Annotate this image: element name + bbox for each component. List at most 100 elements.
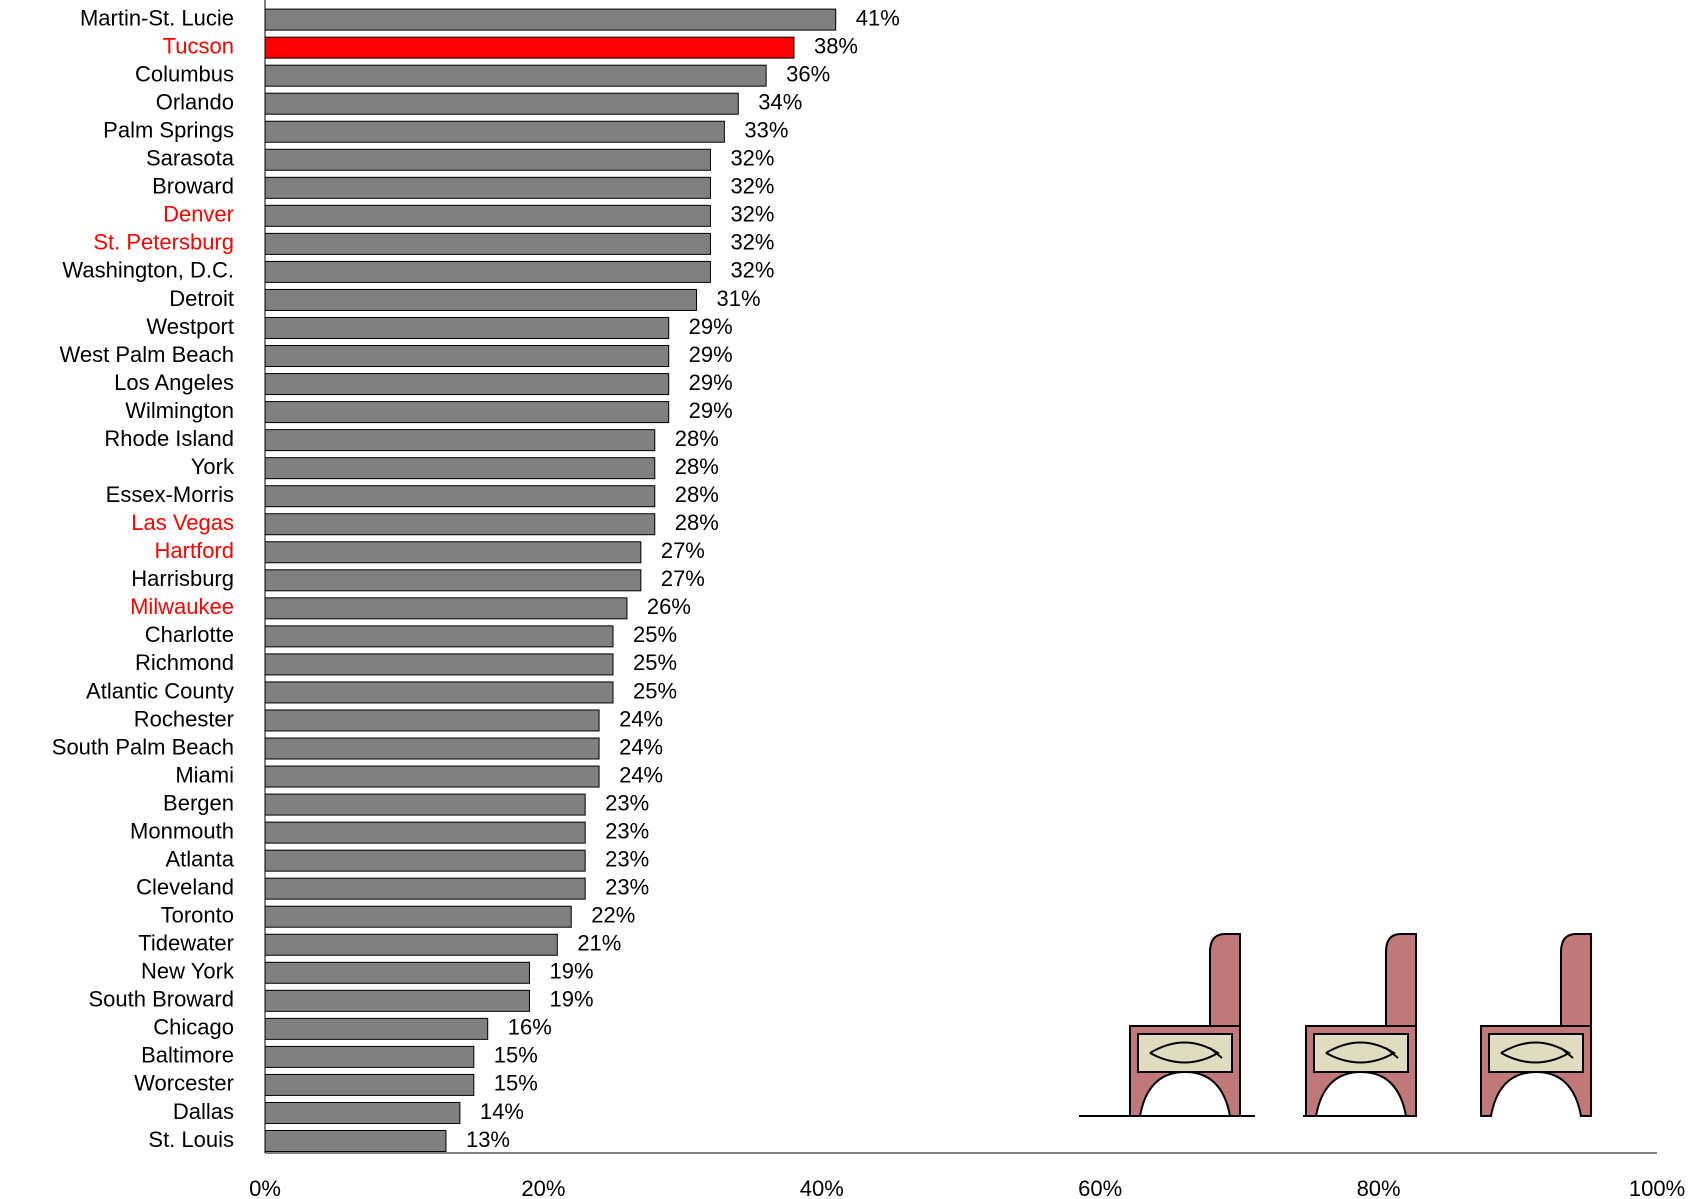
y-tick-label: Las Vegas: [131, 510, 234, 535]
value-label: 32%: [730, 146, 774, 171]
value-label: 19%: [549, 959, 593, 984]
value-label: 34%: [758, 90, 802, 115]
value-label: 29%: [689, 370, 733, 395]
y-tick-label: Los Angeles: [114, 370, 234, 395]
bench-illustration: [1079, 933, 1592, 1117]
bar: [264, 681, 614, 704]
y-tick-label: Sarasota: [146, 146, 235, 171]
bar: [264, 933, 558, 956]
y-tick-label: Bergen: [163, 790, 234, 815]
value-label: 22%: [591, 903, 635, 928]
y-tick-label: St. Petersburg: [93, 230, 234, 255]
value-label: 25%: [633, 622, 677, 647]
y-tick-label: Broward: [152, 174, 234, 199]
y-tick-label: Rhode Island: [104, 426, 234, 451]
bar: [264, 36, 795, 59]
value-label: 29%: [689, 398, 733, 423]
bar: [264, 148, 711, 171]
value-label: 15%: [494, 1071, 538, 1096]
value-label: 31%: [717, 286, 761, 311]
y-tick-label: Worcester: [134, 1071, 234, 1096]
bench: [1129, 933, 1241, 1117]
bar: [264, 905, 572, 928]
bar: [264, 120, 725, 143]
value-label: 28%: [675, 426, 719, 451]
y-tick-label: Milwaukee: [130, 594, 234, 619]
value-label: 26%: [647, 594, 691, 619]
value-label: 16%: [508, 1015, 552, 1040]
y-tick-label: Richmond: [135, 650, 234, 675]
x-tick-label: 60%: [1078, 1176, 1122, 1199]
value-label: 32%: [730, 174, 774, 199]
value-label: 24%: [619, 706, 663, 731]
value-label: 14%: [480, 1099, 524, 1124]
bench: [1480, 933, 1592, 1117]
value-label: 19%: [549, 987, 593, 1012]
y-tick-label: Atlantic County: [86, 678, 234, 703]
value-label: 15%: [494, 1043, 538, 1068]
bar: [264, 316, 670, 339]
value-label: 29%: [689, 314, 733, 339]
value-label: 28%: [675, 482, 719, 507]
y-tick-label: West Palm Beach: [60, 342, 234, 367]
bar: [264, 345, 670, 368]
y-tick-label: Rochester: [134, 706, 234, 731]
bar: [264, 485, 656, 508]
y-tick-label: Wilmington: [125, 398, 234, 423]
value-label: 21%: [577, 931, 621, 956]
value-label: 27%: [661, 566, 705, 591]
y-tick-label: Chicago: [153, 1015, 234, 1040]
y-tick-label: Martin-St. Lucie: [80, 5, 234, 30]
value-label: 13%: [466, 1127, 510, 1152]
bar: [264, 961, 530, 984]
bar: [264, 429, 656, 452]
x-tick-label: 20%: [521, 1176, 565, 1199]
bar: [264, 793, 586, 816]
bar: [264, 821, 586, 844]
bar: [264, 401, 670, 424]
y-tick-label: South Broward: [88, 987, 234, 1012]
value-label: 25%: [633, 678, 677, 703]
bar: [264, 989, 530, 1012]
y-tick-label: Washington, D.C.: [62, 258, 234, 283]
y-tick-label: Denver: [163, 202, 234, 227]
value-label: 23%: [605, 846, 649, 871]
y-tick-label: Monmouth: [130, 818, 234, 843]
bar: [264, 1045, 475, 1068]
bar: [264, 737, 600, 760]
y-tick-label: Charlotte: [145, 622, 234, 647]
value-label: 24%: [619, 734, 663, 759]
value-label: 32%: [730, 230, 774, 255]
bar: [264, 541, 642, 564]
y-tick-label: Westport: [146, 314, 234, 339]
bar: [264, 260, 711, 283]
y-tick-label: New York: [141, 959, 235, 984]
bar: [264, 877, 586, 900]
value-label: 23%: [605, 818, 649, 843]
bar: [264, 64, 767, 87]
y-tick-label: Dallas: [173, 1099, 234, 1124]
y-tick-label: Detroit: [169, 286, 234, 311]
y-tick-label: Orlando: [156, 90, 234, 115]
x-tick-label: 80%: [1357, 1176, 1401, 1199]
y-tick-label: Palm Springs: [103, 118, 234, 143]
y-tick-label: York: [191, 454, 235, 479]
value-label: 24%: [619, 762, 663, 787]
y-tick-label: Cleveland: [136, 874, 234, 899]
bar: [264, 513, 656, 536]
value-label: 28%: [675, 510, 719, 535]
bar: [264, 709, 600, 732]
bar: [264, 457, 656, 480]
value-label: 23%: [605, 874, 649, 899]
y-tick-label: Tidewater: [138, 931, 234, 956]
value-label: 33%: [744, 118, 788, 143]
y-tick-label: Essex-Morris: [106, 482, 234, 507]
bar: [264, 1101, 461, 1124]
bar: [264, 176, 711, 199]
bar: [264, 1130, 447, 1152]
bar: [264, 204, 711, 227]
bar: [264, 8, 837, 31]
value-label: 32%: [730, 258, 774, 283]
